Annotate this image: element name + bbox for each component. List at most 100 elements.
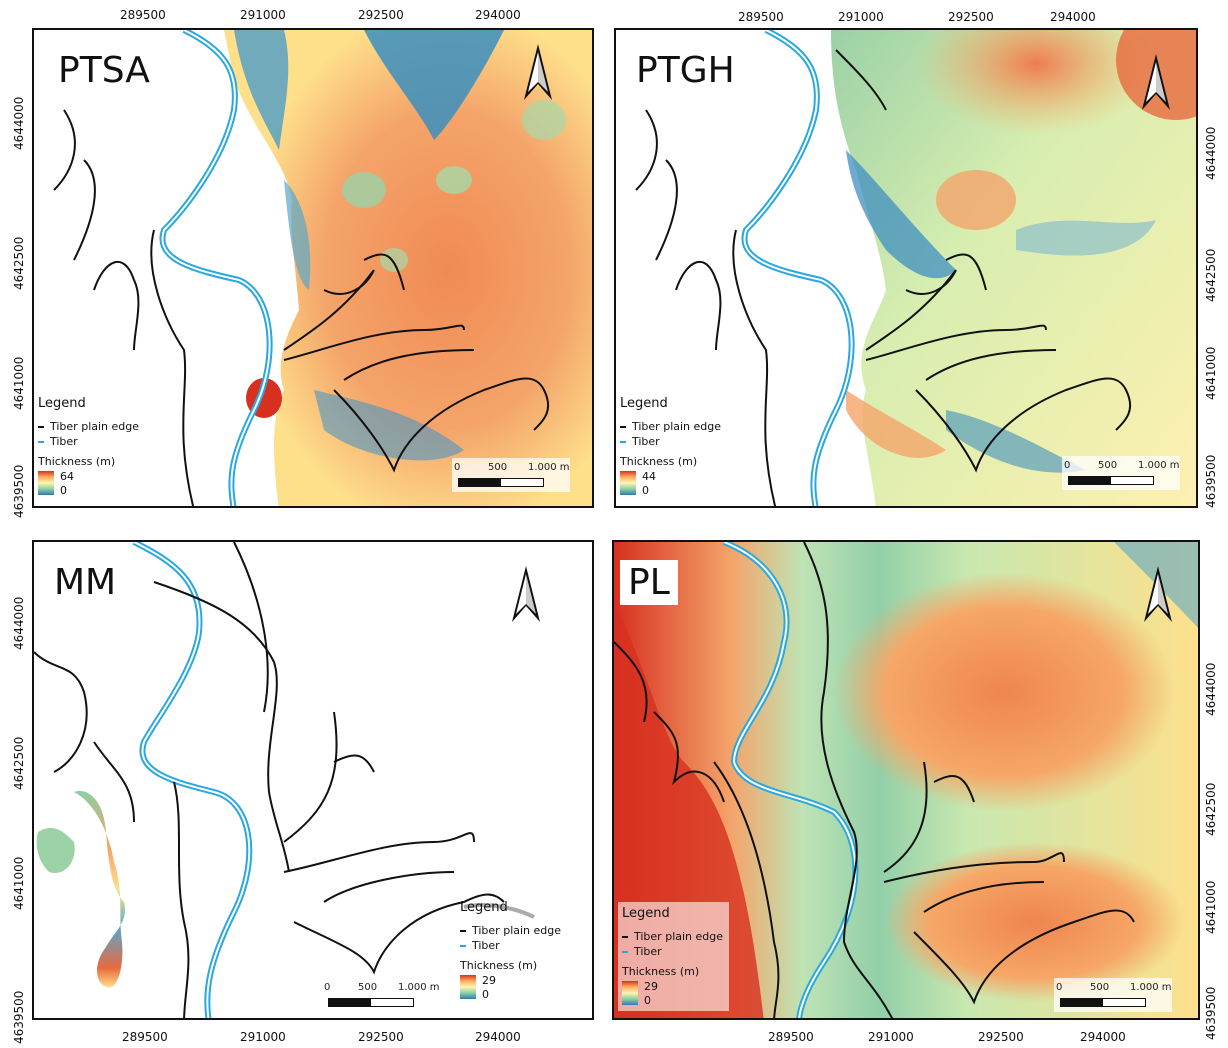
thickness-ramp [460,975,476,999]
legend-title: Legend [38,396,86,411]
legend-title: Legend [622,906,670,921]
legend-max: 64 [60,470,74,483]
legend-max: 44 [642,470,656,483]
scale-end: 1.000 m [1138,460,1180,471]
legend-plain-edge: Tiber plain edge [634,930,724,943]
north-arrow-icon [512,566,540,622]
legend-max: 29 [482,974,496,987]
x-tick-top-left-4: 294000 [475,8,521,22]
y-tick-tl-2: 4642500 [12,236,26,290]
x-tick-top-right-3: 292500 [948,10,994,24]
scale-zero: 0 [454,462,461,473]
north-arrow-icon [524,44,552,100]
scale-end: 1.000 m [398,982,440,993]
legend-min: 0 [60,484,67,497]
north-arrow-icon [1142,54,1170,110]
legend-plain-edge: Tiber plain edge [50,420,140,433]
legend-min: 0 [482,988,489,1001]
river-swatch [460,944,466,947]
legend-thickness-label: Thickness (m) [38,455,116,468]
legend-mm: Legend Tiber plain edge Tiber Thickness … [460,900,561,1001]
thickness-ramp [620,471,636,495]
north-arrow-icon [1144,566,1172,622]
y-tick-bl-4: 4639500 [12,990,26,1044]
legend-title: Legend [620,396,668,411]
x-tick-bottom-right-3: 292500 [978,1030,1024,1044]
x-tick-top-right-4: 294000 [1050,10,1096,24]
y-tick-br-3: 4641000 [1204,880,1218,934]
scale-bar [458,478,544,487]
legend-ptsa: Legend Tiber plain edge Tiber Thickness … [38,396,139,497]
legend-plain-edge: Tiber plain edge [472,924,562,937]
y-tick-bl-3: 4641000 [12,856,26,910]
x-tick-bottom-left-1: 289500 [122,1030,168,1044]
scale-bar [1068,476,1154,485]
plain-edge-swatch [622,935,628,938]
scale-mid: 500 [488,462,508,473]
x-tick-bottom-left-3: 292500 [358,1030,404,1044]
map-panel-ptsa: PTSA Legend Tiber plain edge Tiber Thick… [32,28,594,508]
legend-thickness-label: Thickness (m) [460,959,538,972]
legend-river: Tiber [472,939,500,952]
x-tick-bottom-right-2: 291000 [868,1030,914,1044]
thickness-map-mm [34,542,535,1018]
legend-river: Tiber [632,435,660,448]
legend-thickness-label: Thickness (m) [620,455,698,468]
thickness-ramp [622,981,638,1005]
river-swatch [620,440,626,443]
scale-mid: 500 [1090,982,1110,993]
y-tick-tl-3: 4641000 [12,356,26,410]
y-tick-tl-4: 4639500 [12,464,26,518]
scale-bar-pl: 0 500 1.000 m [1054,978,1172,1012]
scale-bar-ptsa: 0 500 1.000 m [452,458,570,492]
y-tick-bl-1: 4644000 [12,596,26,650]
scale-bar [1060,998,1146,1007]
y-tick-tr-2: 4642500 [1204,248,1218,302]
legend-river: Tiber [634,945,662,958]
scale-zero: 0 [1064,460,1071,471]
x-tick-top-left-3: 292500 [358,8,404,22]
legend-plain-edge: Tiber plain edge [632,420,722,433]
thickness-ramp [38,471,54,495]
panel-title-pl: PL [620,560,678,605]
y-tick-tl-1: 4644000 [12,96,26,150]
thickness-map-ptgh [635,30,1196,506]
x-tick-bottom-right-4: 294000 [1080,1030,1126,1044]
thickness-map-ptsa [53,30,592,506]
x-tick-top-right-2: 291000 [838,10,884,24]
panel-title-ptgh: PTGH [636,50,735,91]
river-swatch [38,440,44,443]
scale-mid: 500 [1098,460,1118,471]
scale-zero: 0 [1056,982,1063,993]
map-panel-mm: MM Legend Tiber plain edge Tiber Thickne… [32,540,594,1020]
y-tick-tr-3: 4641000 [1204,346,1218,400]
x-tick-top-left-2: 291000 [240,8,286,22]
legend-max: 29 [644,980,658,993]
legend-thickness-label: Thickness (m) [622,965,700,978]
plain-edge-swatch [620,425,626,428]
legend-ptgh: Legend Tiber plain edge Tiber Thickness … [620,396,721,497]
river-swatch [622,950,628,953]
y-tick-tr-1: 4644000 [1204,126,1218,180]
scale-end: 1.000 m [528,462,570,473]
legend-pl: Legend Tiber plain edge Tiber Thickness … [618,902,730,1011]
scale-zero: 0 [324,982,331,993]
scale-end: 1.000 m [1130,982,1172,993]
legend-title: Legend [460,900,508,915]
scale-bar-ptgh: 0 500 1.000 m [1062,456,1180,490]
scale-mid: 500 [358,982,378,993]
panel-title-ptsa: PTSA [58,50,150,91]
x-tick-top-left-1: 289500 [120,8,166,22]
y-tick-br-2: 4642500 [1204,782,1218,836]
map-panel-pl: PL Legend Tiber plain edge Tiber Thickne… [612,540,1200,1020]
legend-river: Tiber [50,435,78,448]
y-tick-bl-2: 4642500 [12,736,26,790]
x-tick-bottom-left-2: 291000 [240,1030,286,1044]
y-tick-br-4: 4639500 [1204,986,1218,1040]
y-tick-tr-4: 4639500 [1204,454,1218,508]
x-tick-bottom-right-1: 289500 [768,1030,814,1044]
legend-min: 0 [642,484,649,497]
x-tick-bottom-left-4: 294000 [475,1030,521,1044]
plain-edge-swatch [460,929,466,932]
scale-bar-mm: 0 500 1.000 m [322,978,440,1012]
